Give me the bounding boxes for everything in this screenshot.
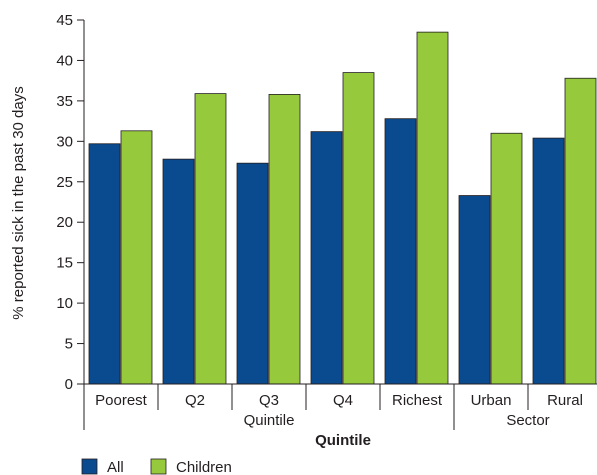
legend-label-all: All bbox=[107, 459, 124, 475]
bar-all-rural bbox=[532, 137, 565, 385]
bar-children-urban bbox=[490, 132, 523, 385]
x-tick-label: Richest bbox=[392, 392, 443, 409]
bar-children-q4 bbox=[342, 72, 375, 385]
y-tick-label: 30 bbox=[56, 133, 73, 150]
x-tick-label: Q3 bbox=[259, 392, 279, 409]
y-tick-label: 15 bbox=[56, 255, 73, 272]
y-tick-label: 0 bbox=[65, 376, 73, 393]
bar-all-q4 bbox=[310, 131, 343, 385]
x-tick-label: Q4 bbox=[333, 392, 353, 409]
bar-all-q3 bbox=[236, 162, 269, 385]
y-tick-label: 45 bbox=[56, 12, 73, 29]
bar-children-richest bbox=[416, 31, 449, 385]
y-tick-label: 40 bbox=[56, 52, 73, 69]
x-tick-label: Poorest bbox=[95, 392, 148, 409]
y-tick-label: 10 bbox=[56, 295, 73, 312]
bar-children-rural bbox=[564, 77, 597, 385]
legend-swatch-children bbox=[150, 458, 167, 475]
y-tick-label: 5 bbox=[65, 336, 73, 353]
y-axis: 0 5 10 15 20 25 30 35 40 45 bbox=[56, 12, 85, 393]
bar-all-q2 bbox=[162, 158, 195, 385]
bar-children-q3 bbox=[268, 94, 301, 385]
bar-all-richest bbox=[384, 118, 417, 385]
bar-children-q2 bbox=[194, 93, 227, 385]
x-tick-label: Urban bbox=[471, 392, 512, 409]
x-tick-label: Q2 bbox=[185, 392, 205, 409]
bar-children-poorest bbox=[120, 130, 153, 385]
y-axis-title: % reported sick in the past 30 days bbox=[10, 86, 27, 319]
x-axis-title: Quintile bbox=[315, 432, 371, 449]
x-tick-label: Rural bbox=[547, 392, 583, 409]
group-label: Quintile bbox=[244, 412, 295, 429]
y-tick-label: 20 bbox=[56, 214, 73, 231]
bar-all-poorest bbox=[88, 143, 121, 385]
bars bbox=[88, 31, 597, 385]
legend: All Children bbox=[81, 458, 232, 475]
legend-label-children: Children bbox=[176, 459, 232, 475]
y-tick-label: 35 bbox=[56, 93, 73, 110]
y-tick-label: 25 bbox=[56, 174, 73, 191]
legend-swatch-all bbox=[81, 458, 98, 475]
x-axis: Poorest Q2 Q3 Q4 Richest Urban Rural Quintile Se… bbox=[83, 383, 597, 430]
group-label: Sector bbox=[506, 412, 549, 429]
bar-all-urban bbox=[458, 195, 491, 385]
